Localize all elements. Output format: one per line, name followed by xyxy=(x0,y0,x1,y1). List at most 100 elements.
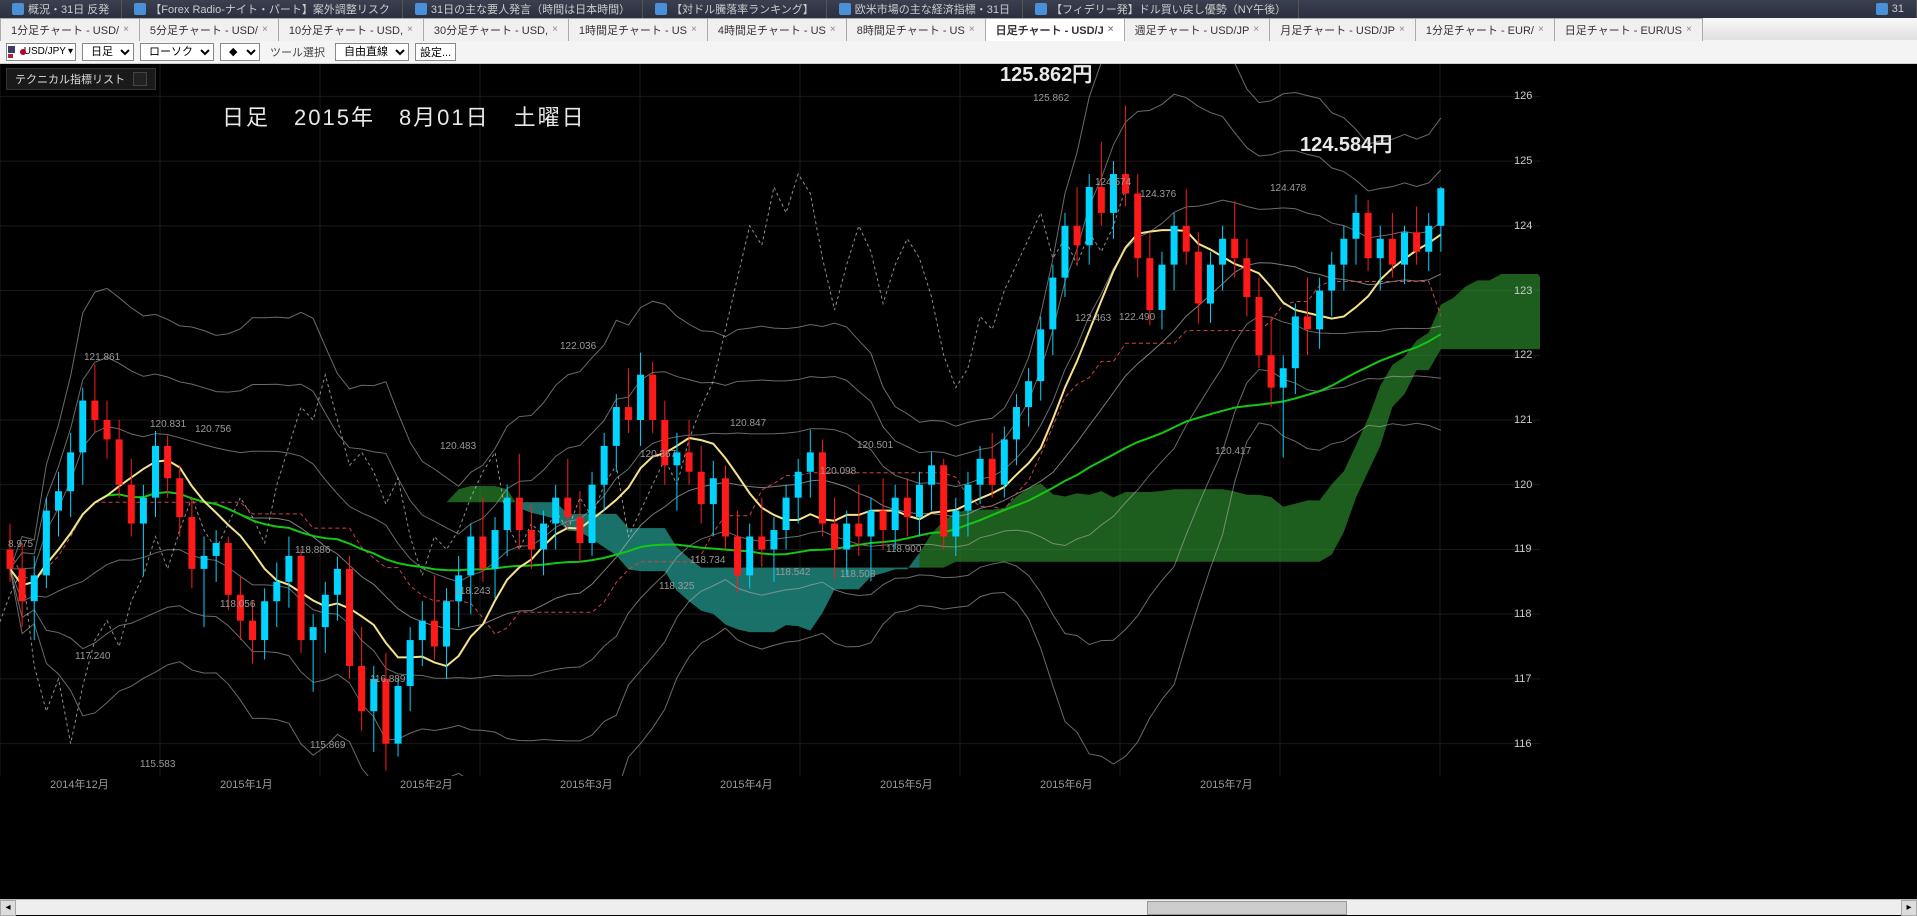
favicon-icon xyxy=(12,3,24,15)
expand-icon xyxy=(133,72,147,86)
scrollbar-track[interactable] xyxy=(16,900,1901,915)
time-tick: 2014年12月 xyxy=(50,776,109,792)
price-label: 118.325 xyxy=(659,581,694,592)
chart-tab-label: 8時間足チャート - US xyxy=(857,22,965,38)
chart-tab[interactable]: 30分足チャート - USD, × xyxy=(423,18,569,41)
close-icon[interactable]: × xyxy=(407,24,413,35)
price-tick: 118 xyxy=(1514,608,1532,620)
price-label: 120.847 xyxy=(730,418,766,429)
chart-tab[interactable]: 日足チャート - USD/J × xyxy=(985,18,1125,41)
chart-tab[interactable]: 週足チャート - USD/JP× xyxy=(1124,18,1271,41)
price-tick: 116 xyxy=(1514,738,1532,750)
chart-tab[interactable]: 1分足チャート - USD/ × xyxy=(0,18,140,41)
price-label: 122.036 xyxy=(560,341,596,352)
browser-tab-bar: 概況・31日 反発 【Forex Radio-ナイト・パート】案外調整リスク 3… xyxy=(0,0,1917,18)
chart-tab-label: 30分足チャート - USD, xyxy=(434,22,548,38)
chart-tab-label: 4時間足チャート - US xyxy=(718,22,826,38)
browser-tab-label: 【Forex Radio-ナイト・パート】案外調整リスク xyxy=(150,1,390,17)
browser-tab[interactable]: 【対ドル騰落率ランキング】 xyxy=(643,0,827,18)
price-label: 120.098 xyxy=(820,466,856,477)
price-tick: 117 xyxy=(1514,673,1532,685)
indicator-list-label: テクニカル指標リスト xyxy=(15,71,125,87)
tool-label: ツール選択 xyxy=(266,44,329,60)
price-tick: 119 xyxy=(1514,543,1532,555)
close-icon[interactable]: × xyxy=(1686,24,1692,35)
price-label: 118.734 xyxy=(690,555,725,566)
price-label: 120.831 xyxy=(150,419,186,430)
chart-tab-label: 日足チャート - USD/J xyxy=(996,22,1104,38)
scroll-right-button[interactable]: ▸ xyxy=(1901,900,1917,916)
price-label: 124.478 xyxy=(1270,183,1306,194)
scrollbar-thumb[interactable] xyxy=(1147,901,1347,915)
chart-area[interactable] xyxy=(0,64,1540,776)
marker-select[interactable]: ◆ xyxy=(220,43,260,61)
price-axis: 116117118119120121122123124125126 xyxy=(1510,64,1550,776)
close-icon[interactable]: × xyxy=(691,24,697,35)
price-label: 120.483 xyxy=(440,441,476,452)
chart-tab[interactable]: 10分足チャート - USD,× xyxy=(278,18,424,41)
pair-selector[interactable]: USD/JPY ▾ xyxy=(6,43,76,61)
price-label: 118.542 xyxy=(775,567,810,578)
flag-us-icon xyxy=(8,46,13,58)
chart-tab[interactable]: 4時間足チャート - US × xyxy=(707,18,847,41)
close-icon[interactable]: × xyxy=(830,24,836,35)
browser-tab[interactable]: 31 xyxy=(1864,0,1917,18)
close-icon[interactable]: × xyxy=(123,24,129,35)
close-icon[interactable]: × xyxy=(262,24,268,35)
line-tool-select[interactable]: 自由直線 xyxy=(335,43,409,61)
price-label: 120.417 xyxy=(1215,446,1251,457)
browser-tab[interactable]: 【フィデリー発】ドル買い戻し優勢（NY午後） xyxy=(1023,0,1299,18)
favicon-icon xyxy=(415,3,427,15)
close-icon[interactable]: × xyxy=(552,24,558,35)
time-tick: 2015年7月 xyxy=(1200,776,1253,792)
close-icon[interactable]: × xyxy=(969,24,975,35)
browser-tab[interactable]: 31日の主な要人発言（時間は日本時間） xyxy=(403,0,643,18)
chart-tab-label: 1分足チャート - EUR/ xyxy=(1426,22,1534,38)
chart-tab-label: 5分足チャート - USD/ xyxy=(150,22,258,38)
horizontal-scrollbar[interactable]: ◂ ▸ xyxy=(0,899,1917,915)
price-label: 120.367 xyxy=(640,449,676,460)
browser-tab-label: 欧米市場の主な経済指標・31日 xyxy=(855,1,1010,17)
price-label: 118.056 xyxy=(220,599,255,610)
candlestick-chart xyxy=(0,64,1540,776)
close-icon[interactable]: × xyxy=(1399,24,1405,35)
settings-button[interactable]: 設定... xyxy=(415,43,456,61)
price-tick: 120 xyxy=(1514,479,1532,491)
price-tick: 121 xyxy=(1514,414,1532,426)
close-icon[interactable]: × xyxy=(1253,24,1259,35)
price-label: 118.243 xyxy=(455,586,490,597)
browser-tab[interactable]: 欧米市場の主な経済指標・31日 xyxy=(827,0,1023,18)
chart-tab[interactable]: 1時間足チャート - US× xyxy=(568,18,708,41)
chart-tab[interactable]: 日足チャート - EUR/US × xyxy=(1554,18,1703,41)
price-label: 115.583 xyxy=(140,759,175,770)
price-annotation-high: 125.862円 xyxy=(1000,58,1092,87)
favicon-icon xyxy=(1035,3,1047,15)
favicon-icon xyxy=(839,3,851,15)
price-label: 118.886 xyxy=(295,545,330,556)
indicator-list-button[interactable]: テクニカル指標リスト xyxy=(6,68,156,90)
scroll-left-button[interactable]: ◂ xyxy=(0,900,16,916)
chart-tab[interactable]: 1分足チャート - EUR/ × xyxy=(1415,18,1555,41)
browser-tab[interactable]: 【Forex Radio-ナイト・パート】案外調整リスク xyxy=(122,0,403,18)
price-label: 117.240 xyxy=(75,651,110,662)
timeframe-select[interactable]: 日足 xyxy=(82,43,134,61)
price-label: 120.756 xyxy=(195,424,231,435)
chart-tab[interactable]: 月足チャート - USD/JP × xyxy=(1269,18,1416,41)
close-icon[interactable]: × xyxy=(1108,24,1114,35)
chart-tab-label: 日足チャート - EUR/US xyxy=(1565,22,1682,38)
close-icon[interactable]: × xyxy=(1538,24,1544,35)
browser-tab-label: 31 xyxy=(1892,3,1904,15)
chart-tab[interactable]: 8時間足チャート - US × xyxy=(846,18,986,41)
chart-tab-label: 1分足チャート - USD/ xyxy=(11,22,119,38)
browser-tab[interactable]: 概況・31日 反発 xyxy=(0,0,122,18)
price-label: 122.490 xyxy=(1119,312,1155,323)
chart-tab-label: 月足チャート - USD/JP xyxy=(1280,22,1395,38)
price-label: 124.376 xyxy=(1140,189,1176,200)
pair-label: USD/JPY xyxy=(22,46,66,57)
chart-type-select[interactable]: ローソク xyxy=(140,43,214,61)
favicon-icon xyxy=(134,3,146,15)
chart-tab[interactable]: 5分足チャート - USD/ × xyxy=(139,18,279,41)
price-tick: 122 xyxy=(1514,349,1532,361)
price-label: 118.900 xyxy=(886,544,921,555)
price-label: 120.501 xyxy=(857,440,893,451)
